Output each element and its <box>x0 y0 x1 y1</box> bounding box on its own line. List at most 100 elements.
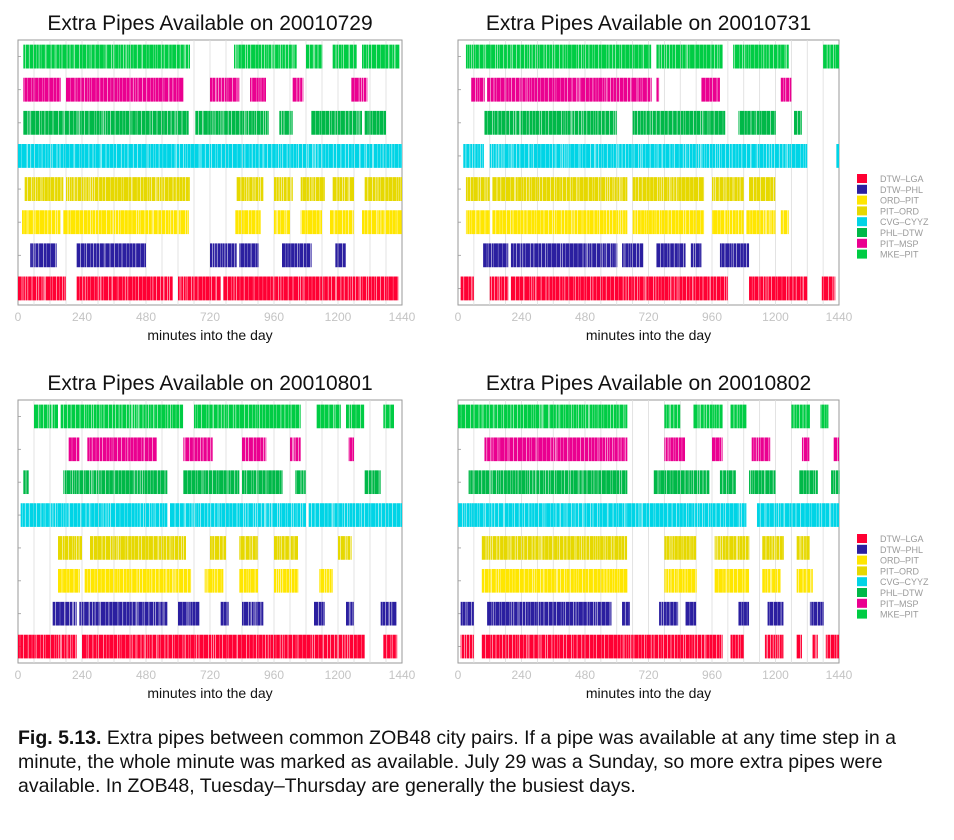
availability-mark <box>202 404 206 429</box>
availability-mark <box>564 470 569 495</box>
availability-mark <box>89 177 90 201</box>
availability-mark <box>716 276 721 301</box>
availability-mark <box>57 144 60 168</box>
availability-mark <box>44 276 46 301</box>
availability-mark <box>183 470 188 495</box>
availability-mark <box>523 177 527 201</box>
availability-mark <box>605 243 607 268</box>
availability-mark <box>590 601 594 626</box>
availability-mark <box>181 276 184 301</box>
availability-mark <box>287 210 290 235</box>
availability-mark <box>744 568 746 593</box>
availability-mark <box>354 77 359 102</box>
availability-mark <box>627 503 632 527</box>
availability-mark <box>221 77 225 102</box>
availability-mark <box>242 437 246 462</box>
availability-mark <box>789 276 793 301</box>
availability-mark <box>190 634 195 659</box>
availability-mark <box>129 243 133 268</box>
availability-mark <box>773 601 778 626</box>
availability-mark <box>212 243 215 268</box>
availability-mark <box>91 44 95 69</box>
availability-mark <box>497 177 501 201</box>
availability-mark <box>315 276 320 301</box>
availability-mark <box>712 144 716 168</box>
availability-mark <box>335 210 338 235</box>
availability-mark <box>678 177 682 201</box>
availability-mark <box>36 44 39 69</box>
availability-mark <box>267 110 269 135</box>
availability-mark <box>174 568 176 593</box>
availability-mark <box>641 503 643 527</box>
availability-mark <box>189 601 191 626</box>
availability-mark <box>667 177 670 201</box>
availability-mark <box>556 601 561 626</box>
availability-mark <box>776 503 779 527</box>
availability-mark <box>565 144 567 168</box>
availability-mark <box>120 210 125 235</box>
availability-mark <box>607 568 610 593</box>
availability-mark <box>110 536 113 560</box>
availability-mark <box>576 568 579 593</box>
availability-mark <box>567 503 572 527</box>
availability-mark <box>838 470 840 495</box>
availability-mark <box>522 601 526 626</box>
availability-mark <box>238 210 242 235</box>
availability-mark <box>210 536 212 560</box>
availability-mark <box>484 44 486 69</box>
availability-mark <box>487 177 490 201</box>
availability-mark <box>147 634 150 659</box>
availability-mark <box>223 601 227 626</box>
availability-mark <box>586 536 590 560</box>
availability-mark <box>693 536 697 560</box>
availability-mark <box>106 503 108 527</box>
availability-mark <box>88 110 90 135</box>
legend-swatch <box>857 238 867 248</box>
availability-mark <box>244 404 249 429</box>
availability-mark <box>819 503 822 527</box>
availability-mark <box>679 243 684 268</box>
availability-mark <box>132 568 137 593</box>
availability-mark <box>267 276 271 301</box>
availability-mark <box>515 536 518 560</box>
availability-mark <box>378 210 381 235</box>
availability-mark <box>799 536 801 560</box>
availability-mark <box>614 568 618 593</box>
availability-mark <box>704 404 707 429</box>
availability-mark <box>746 44 749 69</box>
availability-mark <box>212 77 216 102</box>
availability-mark <box>536 210 541 235</box>
availability-mark <box>285 44 289 69</box>
availability-mark <box>388 177 393 201</box>
availability-mark <box>272 503 278 527</box>
availability-mark <box>77 177 82 201</box>
availability-mark <box>752 470 755 495</box>
availability-mark <box>321 144 323 168</box>
availability-mark <box>327 634 330 659</box>
availability-mark <box>805 404 807 429</box>
availability-mark <box>292 177 293 201</box>
availability-mark <box>139 210 141 235</box>
availability-mark <box>525 77 527 102</box>
availability-mark <box>162 503 165 527</box>
availability-mark <box>605 536 608 560</box>
availability-mark <box>508 404 511 429</box>
availability-mark <box>594 437 598 462</box>
availability-mark <box>604 210 607 235</box>
availability-mark <box>719 144 721 168</box>
availability-mark <box>552 634 555 659</box>
availability-mark <box>159 177 162 201</box>
availability-mark <box>786 77 790 102</box>
availability-mark <box>689 110 694 135</box>
availability-mark <box>31 77 34 102</box>
availability-mark <box>697 634 702 659</box>
availability-mark <box>334 503 338 527</box>
availability-mark <box>479 404 482 429</box>
availability-mark <box>137 404 138 429</box>
availability-mark <box>135 503 138 527</box>
availability-mark <box>527 634 528 659</box>
availability-mark <box>264 44 267 69</box>
availability-mark <box>633 144 635 168</box>
availability-mark <box>605 110 610 135</box>
